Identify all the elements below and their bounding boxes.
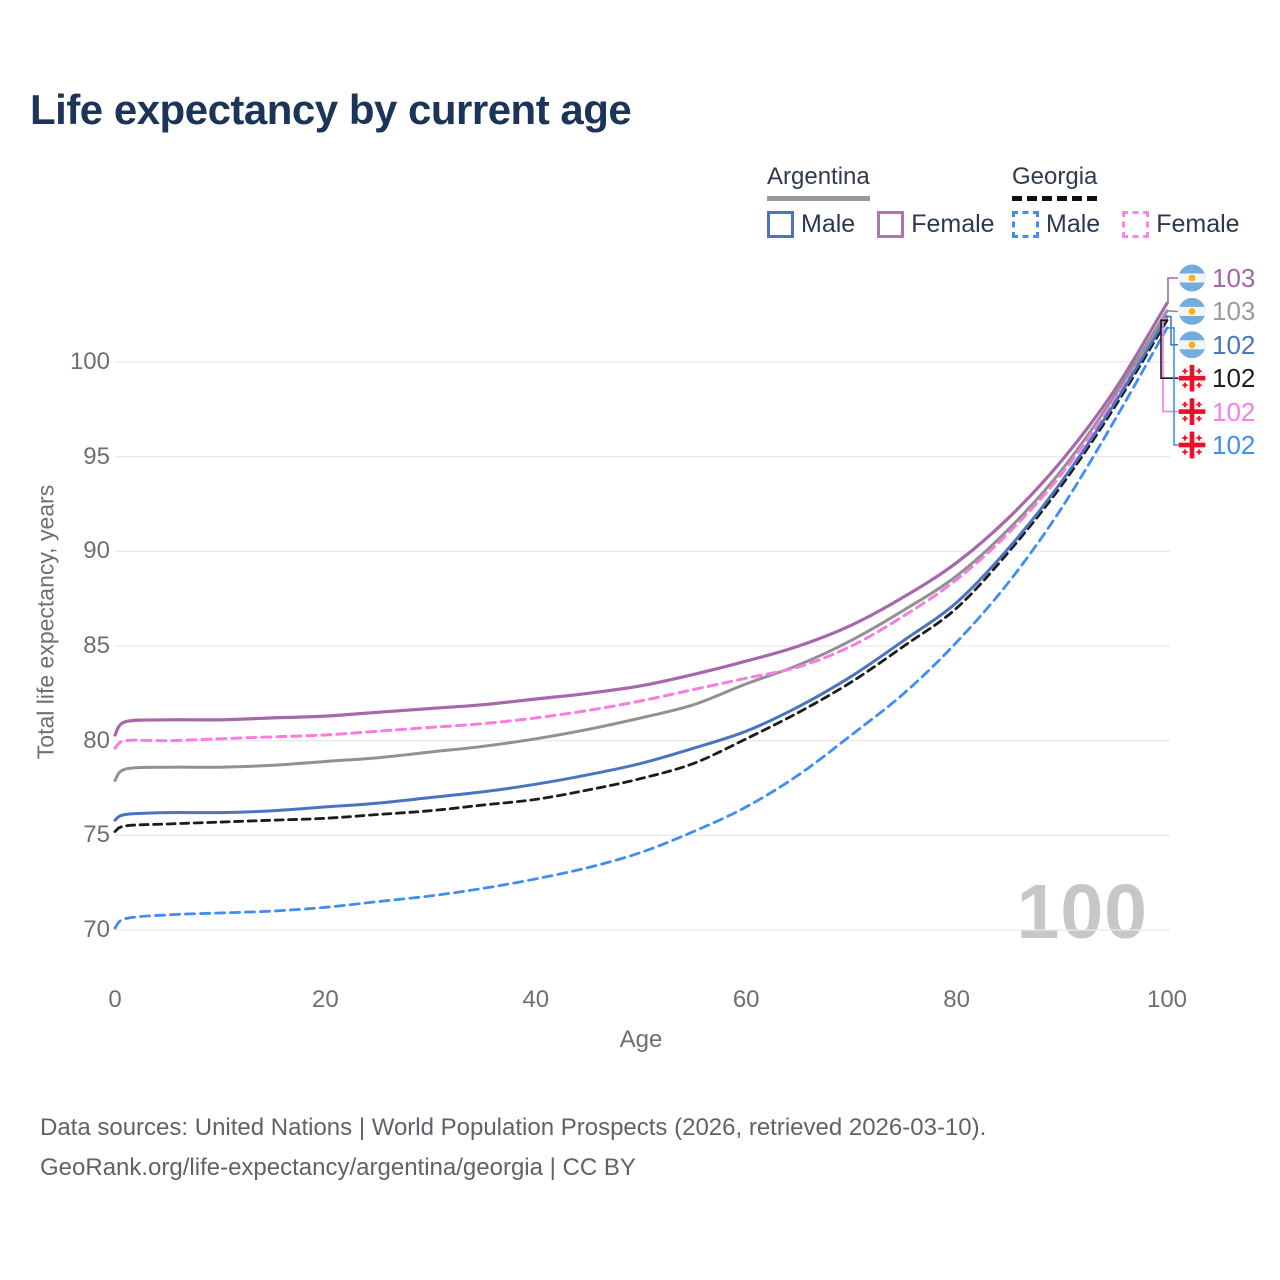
end-value-label-georgia-male: 102: [1212, 430, 1256, 460]
end-value-label-georgia-female: 102: [1212, 396, 1256, 427]
legend-country-georgia[interactable]: Georgia: [1012, 163, 1098, 201]
callout-connector: [1166, 310, 1179, 313]
y-tick-label: 75: [83, 821, 110, 849]
x-tick-label: 80: [943, 986, 970, 1013]
legend-country-argentina[interactable]: Argentina: [767, 163, 870, 201]
argentina-flag-icon: [1178, 297, 1206, 325]
argentina-flag-icon: [1178, 331, 1206, 359]
series-line-georgia-male[interactable]: [113, 326, 1169, 930]
callout-connector: [1160, 319, 1178, 379]
age-watermark: 100: [1016, 869, 1148, 955]
series-line-argentina-female[interactable]: [113, 301, 1169, 737]
callout-connector: [1167, 327, 1178, 446]
page-title: Life expectancy by current age: [30, 86, 632, 133]
end-value-label-argentina-female: 103: [1212, 263, 1256, 293]
x-tick-label: 0: [108, 986, 122, 1013]
x-tick-label: 60: [732, 986, 760, 1013]
legend-group-georgia: Georgia Male Female: [1012, 163, 1240, 239]
series-line-argentina[interactable]: [113, 309, 1169, 782]
legend-swatch-georgia-male[interactable]: [1012, 211, 1039, 238]
y-tick-label: 70: [83, 916, 110, 943]
callout-connector: [1167, 277, 1178, 305]
legend-group-argentina: Argentina Male Female: [767, 163, 995, 239]
y-tick-label: 85: [83, 632, 110, 659]
callout-connector: [1162, 317, 1178, 413]
end-value-label-argentina-male: 102: [1212, 329, 1256, 360]
argentina-flag-icon: [1178, 264, 1206, 292]
georgia-flag-icon: [1178, 398, 1206, 426]
y-tick-label: 80: [83, 726, 110, 754]
footer: Data sources: United Nations | World Pop…: [40, 1108, 986, 1188]
footer-source-line: Data sources: United Nations | World Pop…: [40, 1114, 987, 1141]
legend-swatch-argentina-female[interactable]: [877, 211, 905, 238]
x-tick-label: 40: [522, 986, 550, 1013]
legend-label-argentina-female[interactable]: Female: [911, 210, 995, 238]
georgia-flag-icon: [1178, 431, 1206, 459]
callout-connector: [1167, 315, 1178, 346]
series-line-georgia-female[interactable]: [113, 317, 1169, 750]
series-line-georgia[interactable]: [113, 318, 1169, 833]
y-tick-label: 90: [83, 537, 110, 565]
footer-link-line: GeoRank.org/life-expectancy/argentina/ge…: [40, 1154, 636, 1181]
legend-label-georgia-female[interactable]: Female: [1156, 210, 1240, 238]
series-line-argentina-male[interactable]: [113, 315, 1169, 822]
legend-swatch-argentina-male[interactable]: [767, 211, 794, 238]
x-tick-label: 100: [1146, 986, 1188, 1013]
end-value-label-georgia: 102: [1212, 363, 1256, 394]
georgia-flag-icon: [1178, 364, 1206, 392]
legend-label-georgia-male[interactable]: Male: [1046, 210, 1101, 238]
end-value-label-argentina: 103: [1212, 296, 1256, 327]
x-axis-title: Age: [619, 1026, 663, 1053]
legend-label-argentina-male[interactable]: Male: [801, 210, 856, 238]
y-tick-label: 100: [69, 348, 110, 375]
x-tick-label: 20: [312, 986, 339, 1013]
y-tick-label: 95: [83, 442, 110, 470]
legend-swatch-georgia-female[interactable]: [1122, 211, 1150, 238]
